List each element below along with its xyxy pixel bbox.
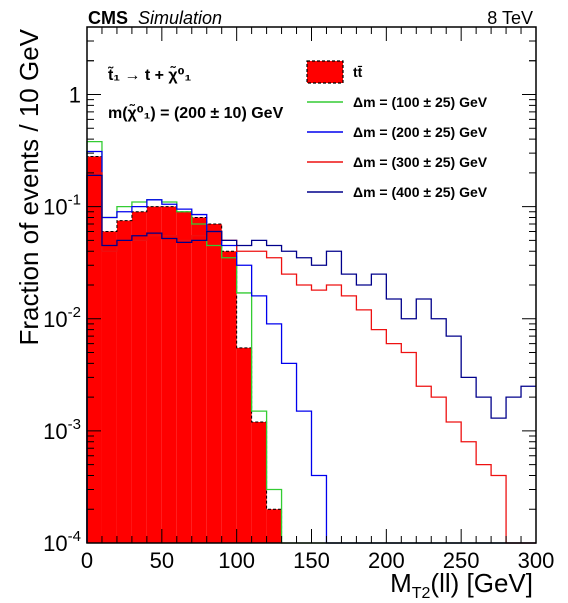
- ttbar-bar: [131, 211, 147, 543]
- ttbar-bar: [236, 347, 252, 543]
- y-tick-label: 10-1: [43, 192, 81, 220]
- x-axis-title: MT2(ll) [GeV]: [390, 568, 533, 602]
- ttbar-bar: [116, 220, 132, 543]
- ttbar-bar: [206, 223, 222, 543]
- y-tick-label: 1: [69, 83, 81, 108]
- mass-annotation: m(χ̃⁰₁) = (200 ± 10) GeV: [108, 102, 284, 122]
- x-tick-label: 200: [368, 548, 405, 573]
- legend-label-1: Δm = (100 ± 25) GeV: [353, 94, 488, 110]
- header-left: CMS Simulation: [88, 8, 222, 28]
- legend-swatch-ttbar: [306, 60, 344, 84]
- x-title-m: M: [390, 568, 412, 598]
- ttbar-bar: [176, 211, 192, 543]
- legend-label-3: Δm = (300 ± 25) GeV: [353, 154, 488, 170]
- process-annotation: t̃₁ → t + χ̃⁰₁: [107, 64, 191, 84]
- legend-label-2: Δm = (200 ± 25) GeV: [353, 124, 488, 140]
- ttbar-bar: [191, 217, 207, 543]
- x-tick-label: 250: [443, 548, 480, 573]
- axis-tick-labels: 0 50 100 150 200 250 300 10-4 10-3 10-2 10-1 1: [43, 83, 554, 573]
- header-cms: CMS: [88, 8, 128, 28]
- x-tick-label: 300: [518, 548, 555, 573]
- ttbar-bar: [251, 421, 267, 543]
- x-tick-label: 0: [81, 548, 93, 573]
- legend-label-0: tt̄: [353, 64, 363, 80]
- y-axis-title: Fraction of events / 10 GeV: [14, 28, 44, 345]
- header-simulation: Simulation: [138, 8, 222, 28]
- series-line-3: [86, 172, 536, 544]
- header-energy: 8 TeV: [487, 8, 533, 28]
- ttbar-bar: [266, 509, 282, 543]
- legend-label-4: Δm = (400 ± 25) GeV: [353, 184, 488, 200]
- legend: tt̄ Δm = (100 ± 25) GeV Δm = (200 ± 25) Ge…: [306, 60, 488, 200]
- y-tick-label: 10-3: [43, 416, 81, 444]
- axis-ticks: [86, 26, 537, 544]
- x-tick-label: 150: [293, 548, 330, 573]
- ttbar-bar: [87, 156, 102, 543]
- x-tick-label: 50: [150, 548, 174, 573]
- ttbar-bar: [221, 251, 237, 543]
- x-title-rest: (ll) [GeV]: [430, 568, 533, 598]
- x-title-sub: T2: [412, 585, 431, 602]
- x-tick-label: 100: [218, 548, 255, 573]
- series-layer: [86, 140, 536, 544]
- ttbar-bar: [146, 206, 162, 543]
- y-tick-label: 10-2: [43, 304, 81, 332]
- y-tick-label: 10-4: [43, 528, 81, 556]
- series-line-4: [86, 174, 536, 543]
- ttbar-bar: [161, 206, 177, 543]
- ttbar-bar: [101, 231, 117, 543]
